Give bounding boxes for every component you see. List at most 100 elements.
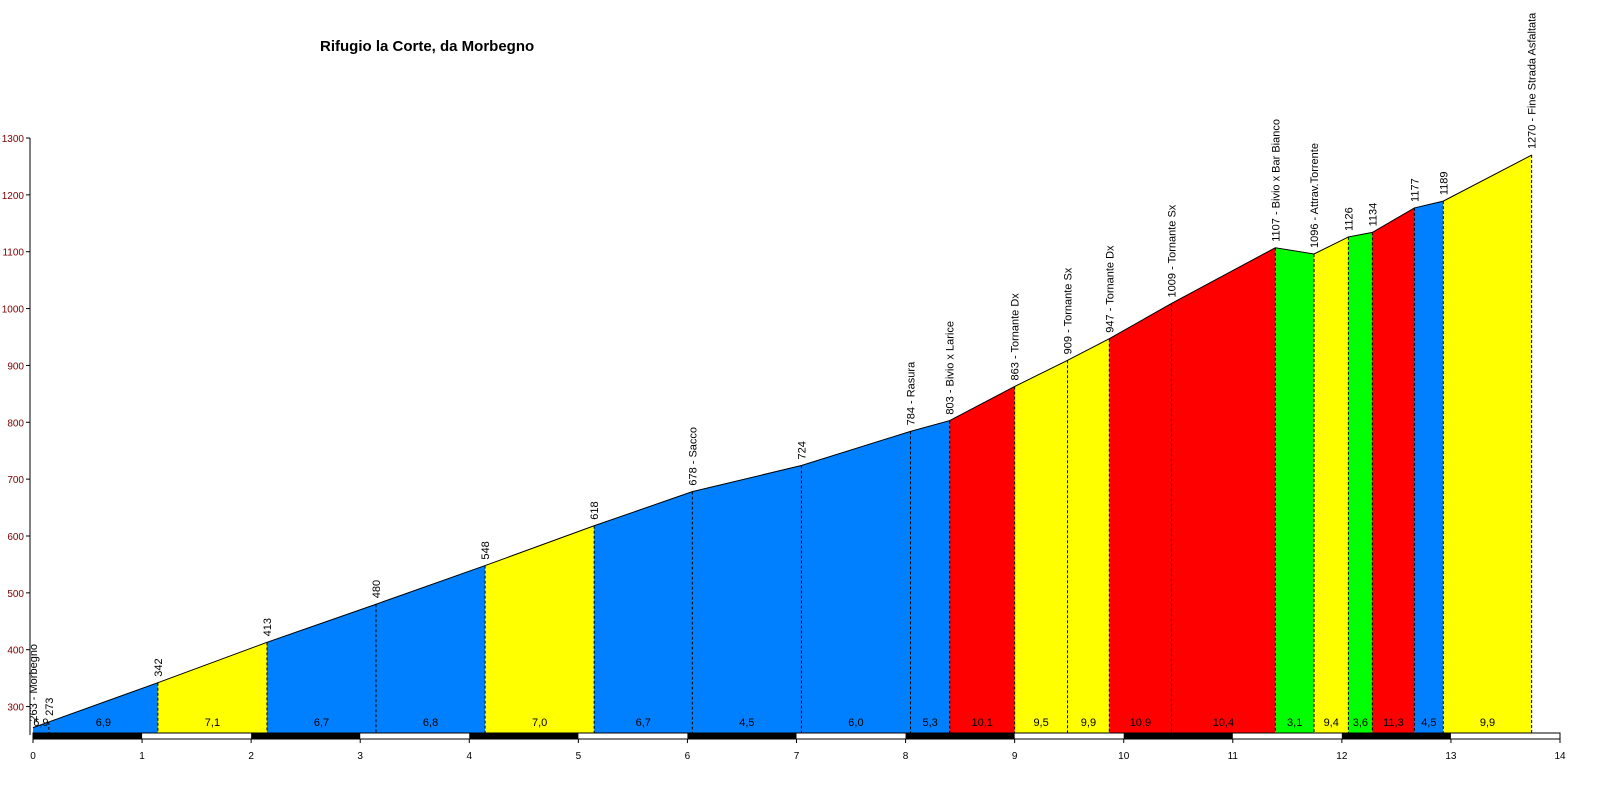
- y-tick-label: 500: [7, 589, 24, 600]
- segment-area: [376, 565, 486, 735]
- point-label: 909 - Tornante Sx: [1063, 267, 1075, 354]
- y-tick-label: 1100: [2, 248, 24, 259]
- gradient-label: 7,0: [532, 717, 547, 729]
- x-axis-band: [1123, 733, 1233, 739]
- gradient-label: 6,9: [33, 717, 48, 729]
- x-tick-label: 6: [685, 751, 691, 762]
- segment-area: [157, 642, 267, 735]
- chart-title: Rifugio la Corte, da Morbegno: [320, 38, 535, 55]
- y-tick-label: 900: [7, 361, 24, 372]
- x-tick-label: 2: [248, 751, 254, 762]
- segment-area: [1014, 360, 1068, 735]
- point-label: 1009 - Tornante Sx: [1166, 204, 1178, 297]
- gradient-label: 7,1: [205, 717, 220, 729]
- point-label: 947 - Tornante Dx: [1104, 245, 1116, 333]
- segment-area: [1314, 236, 1349, 735]
- profile-line: [32, 154, 1532, 729]
- x-tick-label: 0: [30, 751, 36, 762]
- gradient-label: 11,3: [1383, 717, 1404, 729]
- gradient-label: 6,9: [96, 717, 111, 729]
- point-label: 724: [796, 441, 808, 459]
- y-tick-label: 800: [7, 418, 24, 429]
- segment-area: [910, 420, 950, 735]
- x-tick-label: 4: [467, 751, 473, 762]
- y-tick-label: 300: [7, 703, 24, 714]
- point-label: 678 - Sacco: [687, 427, 699, 486]
- segment-area: [801, 431, 911, 735]
- point-label: 1270 - Fine Strada Asfaltata: [1527, 12, 1539, 149]
- gradient-label: 6,8: [423, 717, 438, 729]
- x-axis-band: [33, 733, 143, 739]
- point-label: 863 - Tornante Dx: [1010, 293, 1022, 381]
- y-tick-label: 1000: [2, 305, 25, 316]
- segment-area: [949, 386, 1015, 735]
- segment-area: [1109, 303, 1172, 735]
- segment-area: [48, 682, 158, 735]
- gradient-label: 3,6: [1353, 717, 1368, 729]
- point-label: 803 - Bivio x Larice: [945, 321, 957, 415]
- y-tick-label: 400: [7, 646, 24, 657]
- x-axis-band: [1341, 733, 1451, 739]
- point-label: 548: [480, 541, 492, 559]
- point-label: 1107 - Bivio x Bar Bianco: [1270, 119, 1282, 242]
- segment-area: [1067, 338, 1110, 735]
- gradient-label: 4,5: [1421, 717, 1436, 729]
- segment-area: [33, 721, 49, 735]
- gradient-label: 4,5: [739, 717, 754, 729]
- point-label: 784 - Rasura: [905, 361, 917, 425]
- x-tick-label: 5: [576, 751, 582, 762]
- x-tick-label: 7: [794, 751, 800, 762]
- segment-area: [1443, 155, 1532, 736]
- segment-area: [1348, 232, 1373, 735]
- x-tick-label: 12: [1336, 751, 1348, 762]
- gradient-label: 9,4: [1324, 717, 1339, 729]
- point-label: 1134: [1367, 203, 1379, 227]
- gradient-label: 9,9: [1480, 717, 1495, 729]
- point-labels: 263 - Morbegno 273 342 413 480 548 618 678 - Sa…: [28, 12, 1539, 722]
- segment-area: [692, 465, 802, 735]
- x-axis-band: [905, 733, 1015, 739]
- x-tick-label: 1: [139, 751, 145, 762]
- x-tick-label: 9: [1012, 751, 1018, 762]
- gradient-label: 3,1: [1287, 717, 1302, 729]
- y-tick-label: 1300: [2, 134, 25, 145]
- point-label: 1126: [1343, 207, 1355, 231]
- y-tick-label: 1200: [2, 191, 25, 202]
- gradient-label: 9,9: [1081, 717, 1096, 729]
- point-label: 413: [262, 618, 274, 636]
- point-label: 273: [44, 698, 56, 716]
- point-label: 1096 - Attrav.Torrente: [1309, 143, 1321, 248]
- x-axis-band: [687, 733, 797, 739]
- gradient-label: 6,0: [848, 717, 863, 729]
- x-tick-label: 8: [903, 751, 909, 762]
- segment-area: [1414, 201, 1444, 735]
- y-tick-label: 600: [7, 532, 24, 543]
- x-axis-band: [469, 733, 579, 739]
- x-tick-label: 3: [357, 751, 363, 762]
- segment-area: [1275, 247, 1315, 735]
- point-label: 1189: [1438, 171, 1450, 195]
- gradient-label: 10,1: [971, 717, 992, 729]
- gradient-label: 10,4: [1213, 717, 1234, 729]
- gradient-labels: 6,9 6,9 7,1 6,7 6,8 7,0 6,7 4,5 6,0 5,3 10,1 9,5 9,9…: [33, 717, 1495, 729]
- segment-area: [594, 491, 693, 735]
- point-label: 263 - Morbegno: [28, 644, 40, 722]
- gradient-label: 6,7: [314, 717, 329, 729]
- x-tick-label: 11: [1228, 751, 1239, 762]
- point-label: 1177: [1409, 178, 1421, 202]
- point-label: 342: [153, 658, 165, 676]
- x-tick-label: 14: [1554, 751, 1566, 762]
- gradient-label: 10,9: [1130, 717, 1151, 729]
- x-tick-label: 10: [1118, 751, 1130, 762]
- x-axis-band: [251, 733, 361, 739]
- segment-area: [266, 604, 377, 735]
- gradient-label: 5,3: [922, 717, 937, 729]
- segment-dividers: [48, 155, 1533, 735]
- profile-segments: [33, 155, 1532, 736]
- gradient-label: 9,5: [1033, 717, 1048, 729]
- y-tick-label: 700: [7, 475, 24, 486]
- segment-area: [1171, 247, 1276, 735]
- x-tick-label: 13: [1445, 751, 1457, 762]
